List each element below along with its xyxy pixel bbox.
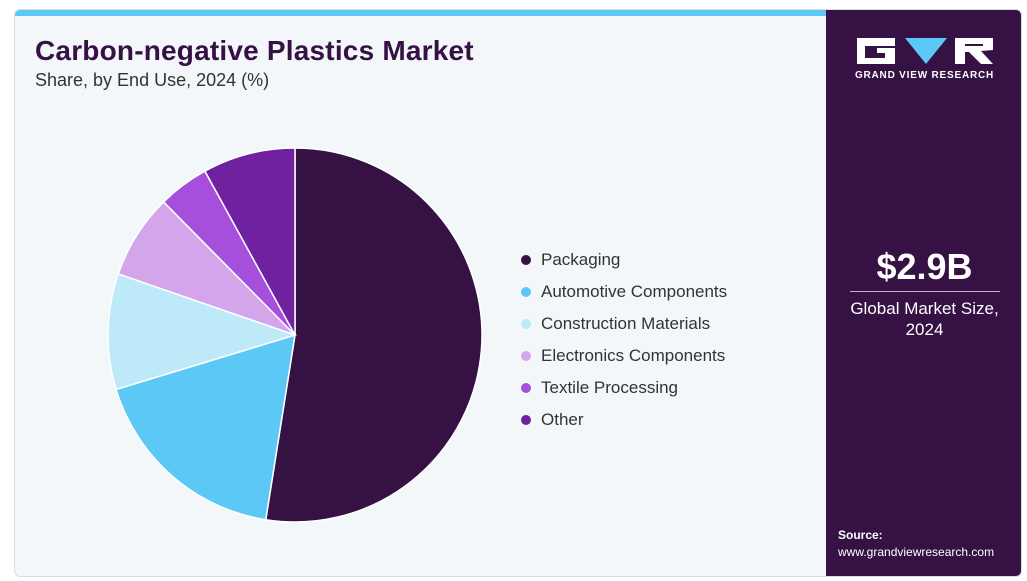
- legend-item-electronics-components: Electronics Components: [521, 340, 727, 372]
- legend-swatch: [521, 383, 531, 393]
- sidebar-panel: GRAND VIEW RESEARCH $2.9B Global Market …: [826, 10, 1021, 576]
- pie-slice-other: [203, 147, 296, 336]
- accent-strip: [15, 10, 826, 16]
- legend-label: Electronics Components: [541, 346, 726, 365]
- legend-swatch: [521, 287, 531, 297]
- legend-label: Other: [541, 410, 584, 429]
- pie-chart: [107, 147, 483, 523]
- source-title: Source:: [838, 528, 883, 542]
- legend-label: Textile Processing: [541, 378, 679, 397]
- legend-swatch: [521, 415, 531, 425]
- legend-label: Packaging: [541, 250, 621, 269]
- legend-swatch: [521, 319, 531, 329]
- source-url[interactable]: www.grandviewresearch.com: [838, 545, 995, 559]
- chart-legend: Packaging Automotive Components Constructi…: [521, 244, 727, 436]
- pie-slice-packaging: [264, 147, 483, 523]
- legend-swatch: [521, 351, 531, 361]
- page-title: Carbon-negative Plastics Market: [35, 35, 474, 66]
- logo-text: GRAND VIEW RESEARCH: [854, 70, 995, 81]
- page-subtitle: Share, by End Use, 2024 (%): [35, 70, 270, 90]
- grand-view-research-logo: [857, 38, 993, 64]
- market-size-value: $2.9B: [876, 246, 973, 287]
- legend-item-automotive-components: Automotive Components: [521, 276, 727, 308]
- market-size-label-line2: 2024: [905, 320, 944, 339]
- pie-slice-automotive-components: [115, 333, 296, 521]
- legend-swatch: [521, 255, 531, 265]
- divider: [850, 291, 1000, 292]
- pie-slice-construction-materials: [107, 272, 298, 391]
- legend-item-other: Other: [521, 404, 727, 436]
- market-size-label-line1: Global Market Size,: [850, 299, 999, 318]
- legend-label: Automotive Components: [541, 282, 728, 301]
- legend-item-textile-processing: Textile Processing: [521, 372, 727, 404]
- legend-item-packaging: Packaging: [521, 244, 727, 276]
- chart-card: Carbon-negative Plastics Market Share, b…: [14, 9, 1022, 577]
- legend-item-construction-materials: Construction Materials: [521, 308, 727, 340]
- legend-label: Construction Materials: [541, 314, 711, 333]
- market-size-label: Global Market Size, 2024: [826, 298, 1021, 340]
